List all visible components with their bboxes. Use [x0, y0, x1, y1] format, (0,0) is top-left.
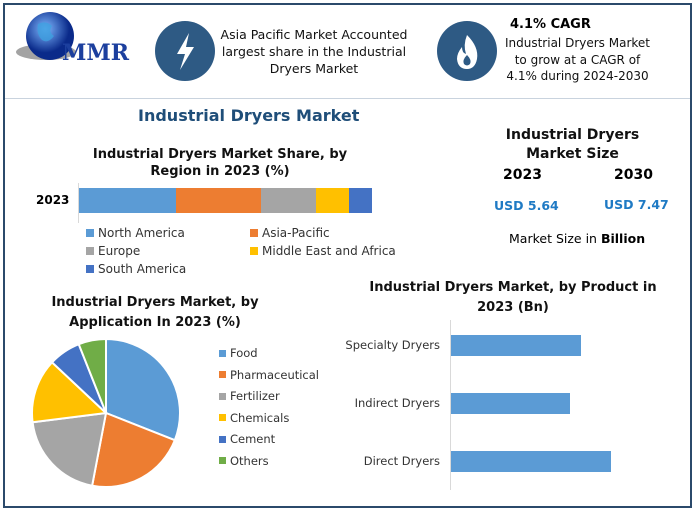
cagr-title: 4.1% CAGR: [510, 17, 591, 32]
legend-item: Others: [219, 454, 269, 468]
product-bar-specialty-dryers: [451, 335, 581, 356]
legend-swatch: [219, 414, 226, 421]
product-label: Direct Dryers: [363, 454, 440, 468]
legend-swatch: [86, 265, 94, 273]
region-segment-asia-pacific: [175, 188, 261, 213]
legend-item: Fertilizer: [219, 389, 280, 403]
legend-item: Pharmaceutical: [219, 368, 319, 382]
product-label: Indirect Dryers: [354, 396, 440, 410]
globe-icon: [16, 12, 76, 60]
legend-item: Cement: [219, 432, 275, 446]
legend-item: Middle East and Africa: [250, 244, 396, 258]
legend-swatch: [219, 371, 226, 378]
application-pie-chart: [31, 337, 181, 488]
legend-label: Chemicals: [230, 410, 290, 425]
legend-swatch: [219, 435, 226, 443]
legend-label: Cement: [230, 432, 276, 446]
main-title: Industrial Dryers Market: [138, 106, 360, 125]
legend-swatch: [219, 392, 226, 400]
legend-swatch: [86, 229, 94, 237]
legend-item: Chemicals: [219, 411, 289, 425]
cagr-text: Industrial Dryers Market to grow at a CA…: [504, 36, 650, 83]
legend-label: North America: [98, 226, 185, 240]
product-bar-indirect-dryers: [451, 393, 570, 414]
logo: MMR: [14, 10, 129, 72]
legend-item: Asia-Pacific: [250, 226, 330, 240]
logo-text: MMR: [62, 40, 129, 66]
pie-slice-food: [105, 337, 181, 442]
legend-label: Food: [230, 346, 258, 360]
region-chart-title: Industrial Dryers Market Share, by Regio…: [92, 147, 348, 179]
year-2030: 2030: [614, 167, 653, 183]
legend-swatch: [250, 229, 258, 237]
pie-slice-others: [77, 337, 107, 414]
legend-label: Pharmaceutical: [230, 367, 320, 382]
lightning-icon: [155, 21, 215, 81]
legend-item: North America: [86, 226, 185, 240]
legend-swatch: [250, 247, 258, 255]
value-2030: USD 7.47: [604, 197, 669, 212]
header-divider: [5, 98, 690, 99]
flame-icon: [437, 21, 497, 81]
value-2023: USD 5.64: [494, 198, 559, 213]
legend-label: Middle East and Africa: [262, 244, 396, 258]
market-size-title: Industrial Dryers Market Size: [505, 127, 640, 162]
legend-label: South America: [98, 262, 187, 276]
product-bar-direct-dryers: [451, 451, 611, 472]
highlight-asia-pacific: Asia Pacific Market Accounted largest sh…: [220, 27, 408, 76]
legend-label: Europe: [98, 244, 141, 258]
legend-label: Fertilizer: [230, 389, 280, 403]
legend-swatch: [219, 349, 226, 357]
legend-item: Europe: [86, 244, 140, 258]
application-chart-title: Industrial Dryers Market, by Application…: [51, 295, 259, 330]
legend-label: Others: [230, 453, 269, 468]
region-segment-north-america: [79, 188, 176, 213]
legend-label: Asia-Pacific: [262, 226, 330, 240]
infographic-frame: [3, 3, 692, 508]
pie-slice-pharmaceutical: [90, 411, 177, 488]
region-axis: [78, 183, 79, 223]
region-stacked-bar: [79, 188, 372, 213]
region-segment-middle-east-and-africa: [316, 188, 349, 213]
legend-swatch: [219, 457, 226, 464]
region-segment-europe: [260, 188, 317, 213]
region-category-label: 2023: [36, 193, 70, 207]
legend-item: South America: [86, 262, 186, 276]
product-label: Specialty Dryers: [345, 338, 440, 352]
legend-swatch: [86, 247, 94, 255]
product-chart-title: Industrial Dryers Market, by Product in …: [369, 280, 657, 315]
region-segment-south-america: [348, 188, 372, 213]
legend-item: Food: [219, 346, 258, 360]
pie-slice-chemicals: [31, 360, 109, 424]
market-size-note: Market Size in Billion: [509, 231, 646, 246]
product-axis: [450, 320, 451, 490]
pie-slice-fertilizer: [31, 411, 108, 487]
year-2023: 2023: [503, 167, 542, 183]
